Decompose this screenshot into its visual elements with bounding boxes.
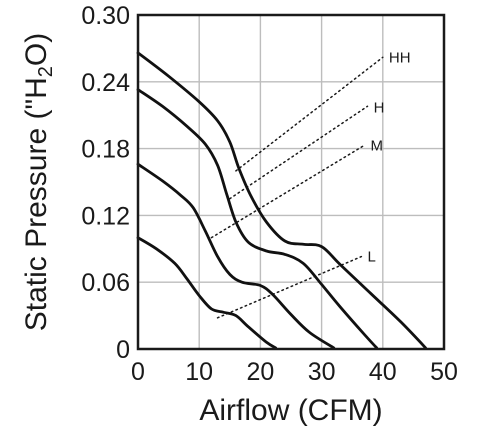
curve-label-h: H [374, 99, 385, 116]
curve-label-l: L [368, 249, 376, 266]
x-tick-labels: 0 10 20 30 40 50 [131, 358, 458, 386]
series-line-l [136, 236, 278, 350]
curves [136, 51, 427, 350]
curve-label-m: M [371, 137, 384, 154]
x-tick-label: 10 [185, 358, 213, 386]
leader-line-hh [235, 56, 384, 172]
y-tick-label: 0.24 [81, 69, 130, 97]
x-tick-label: 30 [308, 358, 336, 386]
curve-label-hh: HH [389, 49, 411, 66]
y-tick-label: 0 [116, 336, 130, 364]
y-axis-label-subscript: 2 [35, 66, 57, 77]
series-line-hh [136, 51, 427, 350]
series-line-m [136, 162, 336, 350]
series-line-h [136, 88, 379, 350]
y-tick-label: 0.12 [81, 202, 130, 230]
y-tick-label: 0.06 [81, 269, 130, 297]
y-axis-label-suffix: O) [20, 33, 53, 66]
leader-line-l [216, 255, 363, 319]
x-tick-label: 40 [369, 358, 397, 386]
y-axis-label-prefix: Static Pressure ("H [20, 77, 53, 331]
x-tick-label: 50 [430, 358, 458, 386]
x-axis-label: Airflow (CFM) [199, 394, 382, 427]
x-tick-label: 0 [131, 358, 145, 386]
y-tick-label: 0.30 [81, 2, 130, 30]
plot-frame [136, 13, 446, 351]
y-tick-labels: 0 0.06 0.12 0.18 0.24 0.30 [81, 2, 130, 364]
y-tick-label: 0.18 [81, 136, 130, 164]
x-tick-label: 20 [246, 358, 274, 386]
y-axis-label: Static Pressure ("H2O) [20, 33, 57, 332]
